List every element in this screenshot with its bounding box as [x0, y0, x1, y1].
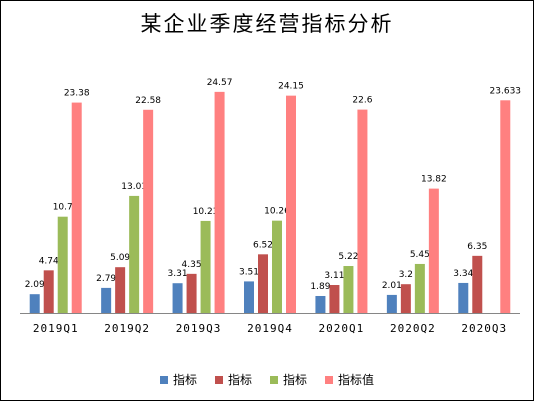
bar [29, 294, 40, 313]
legend-swatch [270, 375, 278, 384]
data-label: 24.15 [278, 82, 304, 92]
bar [57, 216, 68, 313]
bar [200, 220, 211, 313]
legend-swatch [159, 375, 168, 384]
x-tick-label: 2020Q1 [319, 322, 365, 335]
data-label: 2.01 [382, 281, 402, 291]
bar [214, 91, 225, 314]
bar [143, 109, 154, 313]
bar [172, 283, 183, 313]
data-label: 22.58 [135, 96, 161, 106]
bar [414, 263, 425, 313]
bar [115, 267, 126, 313]
bar [343, 266, 354, 313]
x-tick-label: 2020Q2 [390, 322, 436, 335]
x-tick-label: 2019Q1 [33, 322, 79, 335]
bar [186, 273, 197, 313]
data-label: 5.22 [338, 252, 358, 262]
data-label: 22.6 [352, 96, 372, 106]
legend-swatch [214, 375, 223, 384]
bar [272, 220, 282, 313]
data-label: 5.45 [410, 250, 430, 260]
bar [71, 102, 82, 313]
data-label: 3.51 [239, 267, 259, 277]
x-tick-label: 2020Q3 [461, 322, 507, 335]
data-label: 10.7 [53, 203, 73, 213]
legend-label: 指标 [172, 373, 197, 387]
legend-label: 指标 [283, 373, 308, 387]
data-label: 4.35 [182, 260, 202, 270]
data-label: 13.82 [421, 175, 447, 185]
data-label: 24.57 [207, 78, 233, 88]
data-label: 13.01 [121, 182, 147, 192]
bar [329, 285, 340, 313]
legend-item: 指标 [214, 371, 252, 388]
x-tick-label: 2019Q4 [247, 322, 293, 335]
legend-label: 指标 [227, 373, 252, 387]
data-label: 3.11 [324, 271, 344, 281]
bar [472, 255, 483, 313]
bar [400, 284, 411, 313]
bar [244, 281, 254, 313]
legend-swatch [325, 375, 334, 384]
bar [258, 254, 268, 313]
data-label: 3.31 [168, 269, 188, 279]
chart-title: 某企业季度经营指标分析 [140, 12, 394, 36]
bar [101, 287, 112, 313]
legend-item: 指标值 [325, 371, 374, 388]
data-label: 3.34 [453, 269, 473, 279]
legend-item: 指标 [270, 371, 307, 388]
data-label: 3.2 [399, 270, 413, 280]
legend: 指标 指标 指标 指标值 [0, 371, 534, 388]
x-tick-label: 2019Q3 [176, 322, 222, 335]
data-label: 23.38 [64, 89, 90, 99]
data-label: 2.09 [25, 280, 45, 290]
legend-item: 指标 [159, 371, 197, 388]
bar [315, 295, 326, 313]
data-label: 4.74 [39, 256, 59, 266]
bar [458, 282, 469, 313]
data-label: 6.52 [253, 240, 273, 250]
bar [129, 195, 140, 313]
legend-label: 指标值 [338, 373, 375, 387]
bar [428, 188, 439, 313]
data-label: 6.35 [467, 242, 487, 252]
data-label: 5.09 [110, 253, 130, 263]
bar [386, 294, 397, 313]
data-label: 10.26 [264, 207, 290, 217]
bar [286, 95, 296, 314]
bar [357, 109, 368, 313]
data-label: 10.23 [193, 207, 219, 217]
data-label: 23.633 [490, 86, 522, 96]
data-label: 1.89 [310, 282, 330, 292]
data-label: 2.79 [96, 274, 116, 284]
x-tick-label: 2019Q2 [104, 322, 150, 335]
bar [43, 270, 54, 313]
bar [500, 100, 511, 313]
